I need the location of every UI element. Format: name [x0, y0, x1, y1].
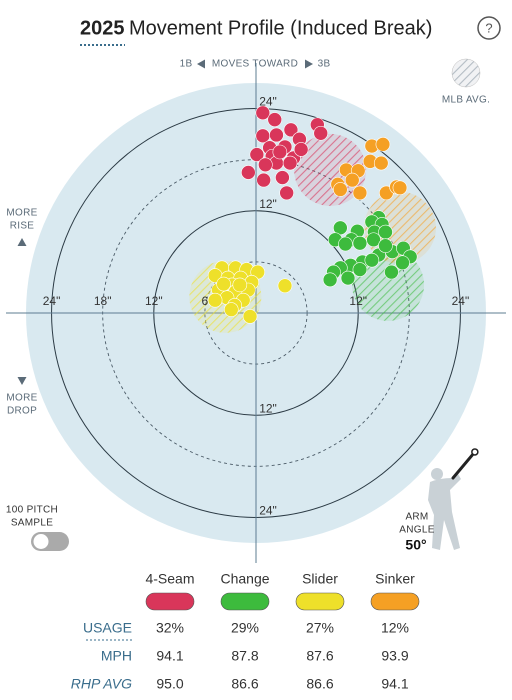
- x-tick-label: 12": [145, 294, 163, 308]
- toggle-label: 100 PITCH: [6, 505, 58, 516]
- help-button[interactable]: [477, 16, 501, 40]
- y-tick-label: 12": [259, 401, 277, 415]
- pitcher-silhouette: [428, 468, 461, 550]
- pitch-dot: [338, 236, 353, 252]
- direction-left: 1B: [180, 59, 193, 70]
- title-year: 2025: [80, 17, 125, 39]
- table-cell: 86.6: [231, 676, 258, 692]
- pitch-name: Change: [220, 571, 269, 587]
- table-cell: 87.6: [306, 648, 333, 664]
- x-tick-label: 6: [202, 294, 209, 308]
- pitch-dot: [283, 122, 299, 138]
- table-cell: 94.1: [156, 648, 183, 664]
- chart-title: Movement Profile (Induced Break): [129, 17, 432, 39]
- avg-legend-label: MLB AVG.: [442, 95, 490, 106]
- arm-angle-title: ARM: [405, 512, 428, 523]
- y-tick-label: 12": [259, 197, 277, 211]
- legend-pill: [295, 592, 345, 611]
- help-icon[interactable]: ?: [485, 20, 492, 35]
- x-tick-label: 12": [349, 294, 367, 308]
- table-cell: 87.8: [231, 648, 258, 664]
- pitch-dot: [275, 170, 290, 185]
- direction-right: 3B: [318, 59, 331, 70]
- pitch-dot: [313, 125, 329, 141]
- toggle-knob[interactable]: [33, 534, 49, 549]
- pitch-dot: [272, 144, 288, 160]
- rise-arrow: [17, 238, 27, 246]
- pitch-dot: [293, 142, 309, 157]
- legend-pill: [220, 592, 270, 611]
- table-cell: 93.9: [381, 648, 408, 664]
- pitch-dot: [242, 309, 258, 324]
- pitch-dot: [267, 112, 283, 127]
- pitch-dot: [322, 272, 338, 288]
- table-cell: 12%: [381, 620, 409, 636]
- pitch-dot: [223, 302, 239, 317]
- arrow-right: [305, 59, 313, 69]
- table-cell: 32%: [156, 620, 184, 636]
- pitch-dot: [277, 278, 293, 294]
- pitch-dot: [366, 232, 381, 248]
- x-tick-label: 24": [43, 294, 61, 308]
- avg-zone: [294, 133, 367, 206]
- pitch-dot: [249, 147, 265, 162]
- arrow-left: [197, 59, 205, 69]
- drop-label: MORE: [6, 393, 37, 404]
- pitch-dot: [216, 276, 231, 292]
- y-tick-label: 24": [259, 504, 277, 518]
- pitch-dot: [255, 105, 271, 121]
- pitch-dot: [207, 292, 223, 308]
- row-label: RHP AVG: [71, 676, 132, 692]
- legend-pill: [145, 592, 195, 611]
- pitch-dot: [384, 264, 399, 280]
- pitch-dot: [241, 165, 256, 180]
- pitch-dot: [258, 157, 273, 173]
- pitch-name: Sinker: [375, 571, 415, 587]
- pitch-dot: [282, 155, 298, 171]
- y-tick-label: 24": [259, 95, 277, 109]
- legend-pill: [370, 592, 420, 611]
- pitch-dot: [378, 238, 393, 254]
- arm-angle-ball: [471, 448, 479, 456]
- pitch-dot: [373, 155, 389, 171]
- row-label: MPH: [101, 648, 132, 664]
- pitch-name: Slider: [302, 571, 338, 587]
- pitch-name: 4-Seam: [145, 571, 194, 587]
- pitch-dot: [364, 252, 380, 268]
- toggle-label: SAMPLE: [11, 518, 53, 529]
- pitch-dot: [232, 277, 248, 293]
- arm-angle-line: [451, 450, 477, 480]
- pitch-dot: [269, 127, 284, 143]
- pitch-dot: [340, 270, 356, 286]
- pitch-dot: [344, 172, 360, 188]
- plot-area: 24" 18" 12" 6 12" 24" 24" 12" 12" 24": [6, 63, 506, 563]
- rise-label: RISE: [10, 221, 35, 232]
- pitch-dot: [378, 224, 393, 240]
- direction-label: MOVES TOWARD: [212, 59, 298, 70]
- row-label: USAGE: [83, 620, 132, 636]
- pitch-dot: [279, 185, 294, 201]
- table-cell: 86.6: [306, 676, 333, 692]
- pitch-dot: [256, 172, 271, 188]
- pitch-dot: [352, 185, 368, 201]
- rise-label: MORE: [6, 208, 37, 219]
- pitch-dot: [352, 262, 368, 277]
- pitch-dot: [375, 137, 391, 152]
- table-cell: 95.0: [156, 676, 183, 692]
- pitch-dot: [395, 255, 410, 271]
- pitch-dot: [392, 180, 408, 196]
- arm-angle-title: ANGLE: [399, 525, 434, 536]
- table-cell: 94.1: [381, 676, 408, 692]
- pitch-dot: [333, 182, 348, 197]
- table-cell: 27%: [306, 620, 334, 636]
- avg-legend-swatch: [451, 58, 481, 88]
- x-tick-label: 24": [452, 294, 470, 308]
- x-tick-label: 18": [94, 294, 112, 308]
- arm-angle-value: 50°: [405, 537, 426, 553]
- pitch-dot: [352, 235, 368, 251]
- drop-arrow: [17, 377, 27, 385]
- drop-label: DROP: [7, 406, 37, 417]
- table-cell: 29%: [231, 620, 259, 636]
